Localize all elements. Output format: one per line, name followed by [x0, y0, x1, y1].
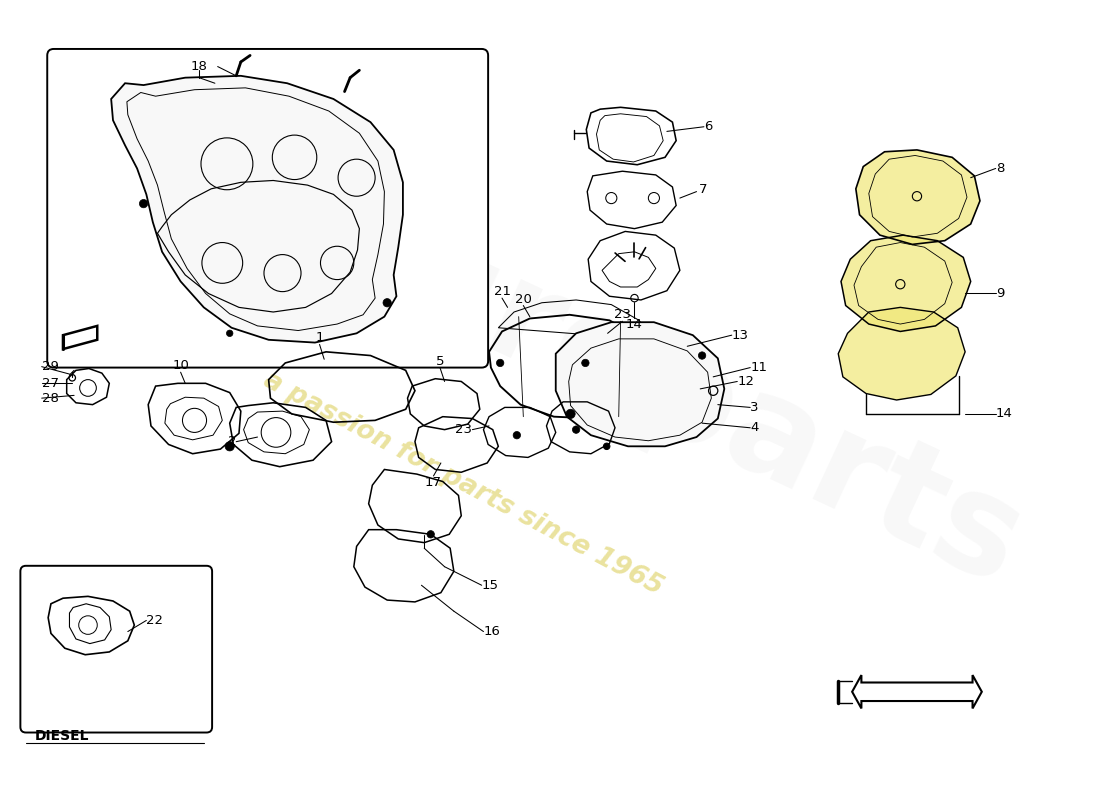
Text: 11: 11 — [750, 361, 767, 374]
Circle shape — [383, 298, 392, 307]
Circle shape — [226, 442, 234, 451]
Text: 3: 3 — [750, 401, 759, 414]
Text: 14: 14 — [626, 318, 642, 331]
Circle shape — [565, 410, 575, 418]
Text: 17: 17 — [425, 476, 442, 489]
Text: 14: 14 — [996, 407, 1013, 420]
Polygon shape — [556, 322, 724, 446]
Text: 27: 27 — [42, 377, 58, 390]
Polygon shape — [842, 235, 970, 331]
Text: a passion for parts since 1965: a passion for parts since 1965 — [258, 366, 668, 600]
Polygon shape — [856, 150, 980, 244]
FancyBboxPatch shape — [21, 566, 212, 733]
Circle shape — [604, 443, 609, 450]
Text: 21: 21 — [494, 285, 510, 298]
Text: 4: 4 — [750, 422, 759, 434]
Text: 5: 5 — [436, 354, 444, 367]
Text: 16: 16 — [484, 625, 500, 638]
Polygon shape — [572, 390, 693, 437]
Text: 8: 8 — [996, 162, 1004, 175]
Text: 20: 20 — [515, 293, 531, 306]
Circle shape — [227, 330, 233, 337]
Text: 29: 29 — [42, 360, 58, 373]
Polygon shape — [838, 307, 965, 400]
FancyBboxPatch shape — [47, 49, 488, 367]
Text: 28: 28 — [42, 392, 58, 405]
Text: 23: 23 — [614, 308, 631, 322]
Circle shape — [698, 352, 706, 359]
Circle shape — [496, 359, 504, 366]
Circle shape — [140, 199, 147, 208]
Text: 18: 18 — [190, 60, 208, 73]
Text: europarts: europarts — [290, 167, 1044, 614]
Text: 10: 10 — [173, 359, 189, 372]
Circle shape — [572, 426, 580, 434]
Text: 7: 7 — [698, 183, 707, 196]
Circle shape — [427, 530, 434, 538]
Text: 22: 22 — [146, 614, 163, 627]
Text: 13: 13 — [732, 329, 749, 342]
Text: 6: 6 — [704, 120, 713, 134]
Polygon shape — [111, 76, 403, 342]
Circle shape — [513, 431, 520, 439]
Text: 12: 12 — [737, 375, 755, 388]
Text: DIESEL: DIESEL — [35, 730, 90, 743]
Text: 2: 2 — [228, 435, 236, 448]
Circle shape — [582, 359, 590, 366]
Text: 15: 15 — [482, 578, 498, 592]
Text: 9: 9 — [996, 287, 1004, 300]
Text: 1: 1 — [316, 331, 323, 345]
Text: 23: 23 — [455, 423, 472, 436]
